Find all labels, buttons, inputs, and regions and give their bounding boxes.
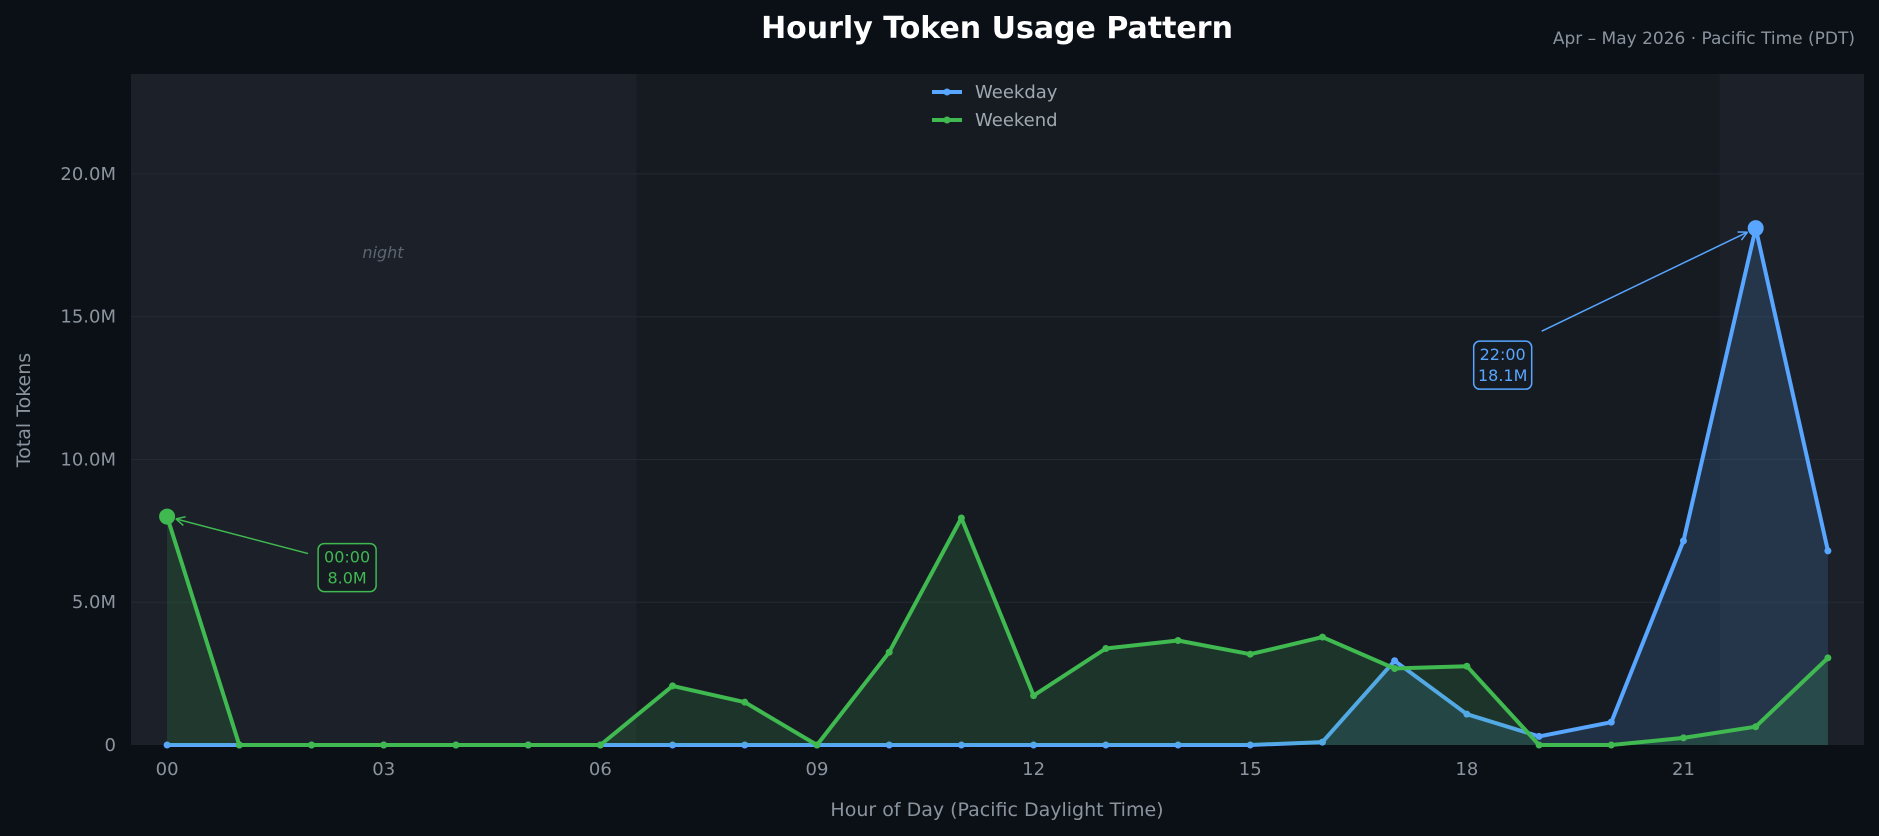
- y-tick-label: 10.0M: [60, 449, 116, 470]
- data-point-weekend: [1030, 692, 1038, 700]
- data-point-weekday: [1318, 738, 1326, 746]
- x-tick-label: 21: [1672, 759, 1695, 780]
- data-point-weekend: [1246, 650, 1254, 658]
- x-tick-label: 09: [806, 759, 829, 780]
- x-tick-label: 15: [1239, 759, 1262, 780]
- data-point-weekend: [596, 741, 604, 749]
- annotation-label: 18.1M: [1478, 366, 1527, 385]
- y-tick-label: 5.0M: [72, 592, 116, 613]
- x-tick-label: 12: [1022, 759, 1045, 780]
- data-point-weekend: [235, 741, 243, 749]
- data-point-weekend: [1318, 633, 1326, 641]
- annotation-arrowhead: [175, 516, 186, 527]
- data-point-weekend: [1391, 664, 1399, 672]
- data-point-weekend: [1463, 662, 1471, 670]
- data-point-weekday: [1174, 741, 1182, 749]
- annotation-arrowhead: [1737, 231, 1749, 241]
- data-point-weekday: [1463, 710, 1471, 718]
- peak-marker: [1747, 220, 1764, 237]
- x-tick-label: 18: [1455, 759, 1478, 780]
- data-point-weekend: [380, 741, 388, 749]
- data-point-weekday: [163, 741, 171, 749]
- annotation-box: [1472, 340, 1533, 390]
- data-point-weekday: [1246, 741, 1254, 749]
- chart-subtitle: Apr – May 2026 · Pacific Time (PDT): [1553, 29, 1855, 49]
- data-point-weekend: [524, 741, 532, 749]
- data-point-weekend: [1752, 723, 1760, 731]
- data-point-weekday: [1391, 657, 1399, 665]
- data-point-weekday: [1824, 547, 1832, 555]
- data-point-weekend: [1824, 654, 1832, 662]
- data-point-weekend: [1174, 636, 1182, 644]
- legend-marker-weekend: [943, 116, 951, 124]
- data-point-weekday: [741, 741, 749, 749]
- time-band: [1719, 74, 1864, 745]
- time-band: [131, 74, 637, 745]
- annotation-label: 22:00: [1480, 345, 1526, 364]
- data-point-weekday: [885, 741, 893, 749]
- y-tick-label: 20.0M: [60, 164, 116, 185]
- legend-label-weekend: Weekend: [975, 110, 1058, 131]
- y-tick-label: 0: [105, 735, 116, 756]
- plot-area: night 0 5.0M 10.0M 15.0M 20.0M 00 03 06 09 12 15 18 2…: [60, 74, 1864, 780]
- band-label-night: night: [362, 243, 404, 262]
- peak-marker: [159, 508, 176, 525]
- data-point-weekday: [1607, 718, 1615, 726]
- data-point-weekend: [813, 741, 821, 749]
- data-point-weekend: [1607, 741, 1615, 749]
- data-point-weekday: [669, 741, 677, 749]
- data-point-weekend: [957, 514, 965, 522]
- x-axis-label: Hour of Day (Pacific Daylight Time): [830, 799, 1163, 821]
- series-area-weekday: [167, 228, 1828, 745]
- data-point-weekend: [452, 741, 460, 749]
- x-tick-label: 00: [156, 759, 179, 780]
- x-tick-label: 06: [589, 759, 612, 780]
- data-point-weekend: [308, 741, 316, 749]
- y-tick-label: 15.0M: [60, 307, 116, 328]
- data-point-weekend: [741, 698, 749, 706]
- data-point-weekend: [1102, 644, 1110, 652]
- data-point-weekend: [885, 648, 893, 656]
- data-point-weekend: [1679, 734, 1687, 742]
- annotation-arrow: [175, 518, 309, 555]
- x-tick-label: 03: [372, 759, 395, 780]
- series-line-weekend: [165, 515, 1830, 747]
- annotation-arrow: [1541, 231, 1748, 332]
- legend-label-weekday: Weekday: [975, 82, 1058, 103]
- data-point-weekend: [1535, 741, 1543, 749]
- annotation-label: 8.0M: [327, 569, 366, 588]
- data-point-weekday: [1679, 537, 1687, 545]
- annotation-box: [317, 542, 377, 593]
- series-area-weekend: [167, 516, 1828, 745]
- legend-marker-weekday: [943, 88, 951, 96]
- data-point-weekday: [957, 741, 965, 749]
- data-point-weekend: [669, 682, 677, 690]
- y-axis-label: Total Tokens: [13, 353, 35, 468]
- data-point-weekday: [1102, 741, 1110, 749]
- annotation-label: 00:00: [324, 548, 370, 567]
- chart-title: Hourly Token Usage Pattern: [761, 11, 1233, 46]
- data-point-weekday: [1535, 732, 1543, 740]
- data-point-weekday: [1030, 741, 1038, 749]
